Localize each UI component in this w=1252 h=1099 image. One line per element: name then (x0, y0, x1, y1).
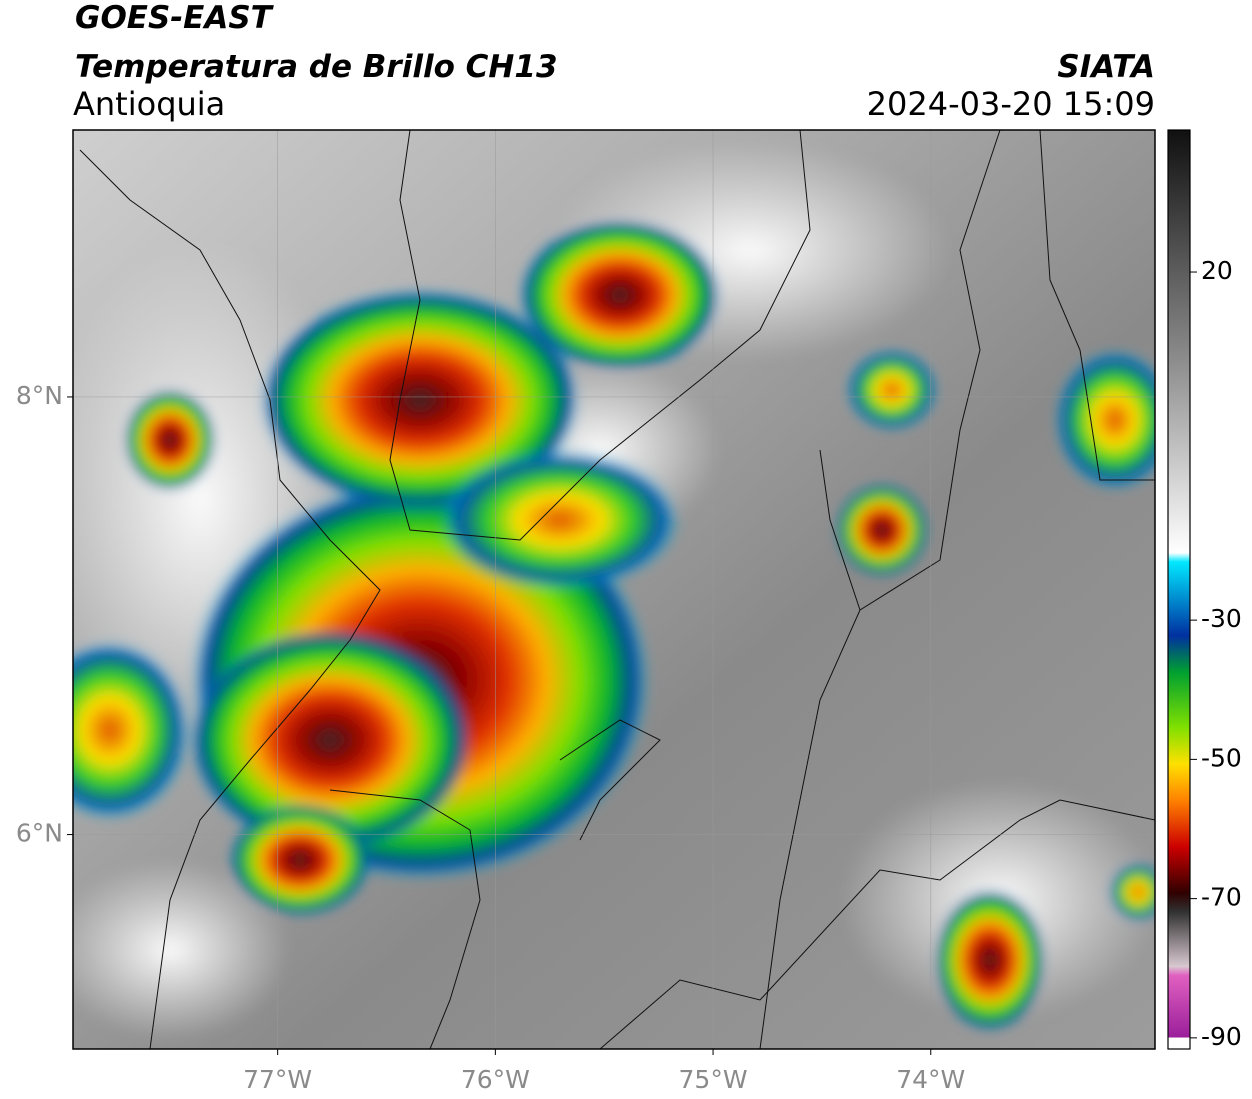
x-tick-label: 74°W (896, 1065, 965, 1094)
satellite-image (73, 130, 1155, 1049)
x-tick-label: 75°W (679, 1065, 748, 1094)
y-tick-label: 8°N (16, 381, 63, 410)
x-tick-label: 77°W (243, 1065, 312, 1094)
subtitle: Temperatura de Brillo CH13 (75, 49, 558, 85)
colorbar-label: -70 (1201, 883, 1242, 912)
title: GOES-EAST (75, 0, 275, 36)
graticule (73, 130, 1155, 1049)
source: SIATA (1057, 49, 1155, 85)
y-tick-label: 6°N (16, 819, 63, 848)
x-tick-label: 76°W (461, 1065, 530, 1094)
map-frame (72, 129, 1156, 1050)
region: Antioquia (73, 85, 225, 123)
colorbar-label: 20 (1201, 256, 1233, 285)
colorbar-label: -50 (1201, 743, 1242, 772)
colorbar-label: -30 (1201, 604, 1242, 633)
colorbar-label: -90 (1201, 1022, 1242, 1051)
datetime: 2024-03-20 15:09 (867, 85, 1155, 123)
colorbar (1167, 129, 1191, 1050)
